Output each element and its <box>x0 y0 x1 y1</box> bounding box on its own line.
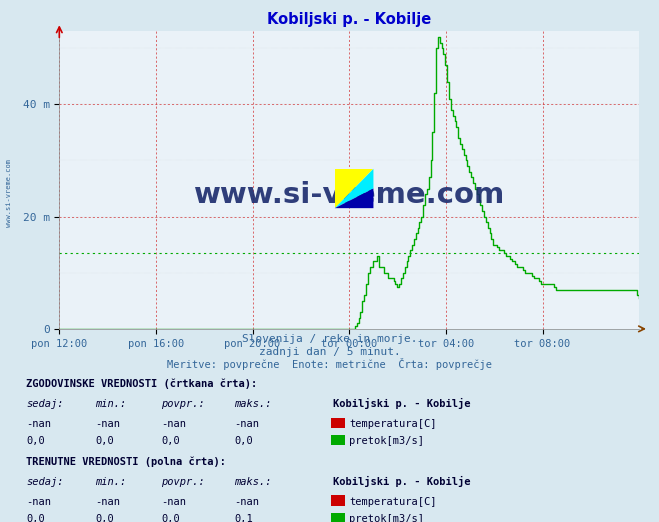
Text: povpr.:: povpr.: <box>161 477 205 487</box>
Text: -nan: -nan <box>234 419 259 429</box>
Polygon shape <box>335 188 374 208</box>
Text: 0,0: 0,0 <box>26 514 45 522</box>
Text: -nan: -nan <box>26 419 51 429</box>
Text: 0,0: 0,0 <box>96 514 114 522</box>
Text: sedaj:: sedaj: <box>26 399 64 409</box>
Text: -nan: -nan <box>161 419 186 429</box>
Text: temperatura[C]: temperatura[C] <box>349 419 437 429</box>
Text: maks.:: maks.: <box>234 399 272 409</box>
Text: -nan: -nan <box>96 497 121 507</box>
Text: -nan: -nan <box>161 497 186 507</box>
Text: 0,0: 0,0 <box>26 436 45 446</box>
Polygon shape <box>335 169 374 208</box>
Text: min.:: min.: <box>96 477 127 487</box>
Text: sedaj:: sedaj: <box>26 477 64 487</box>
Text: povpr.:: povpr.: <box>161 399 205 409</box>
Polygon shape <box>335 169 374 208</box>
Text: temperatura[C]: temperatura[C] <box>349 497 437 507</box>
Text: ZGODOVINSKE VREDNOSTI (črtkana črta):: ZGODOVINSKE VREDNOSTI (črtkana črta): <box>26 379 258 389</box>
Text: min.:: min.: <box>96 399 127 409</box>
Text: Meritve: povprečne  Enote: metrične  Črta: povprečje: Meritve: povprečne Enote: metrične Črta:… <box>167 358 492 370</box>
Text: TRENUTNE VREDNOSTI (polna črta):: TRENUTNE VREDNOSTI (polna črta): <box>26 457 226 467</box>
Text: -nan: -nan <box>26 497 51 507</box>
Text: -nan: -nan <box>96 419 121 429</box>
Title: Kobiljski p. - Kobilje: Kobiljski p. - Kobilje <box>267 13 432 27</box>
Text: Slovenija / reke in morje.: Slovenija / reke in morje. <box>242 334 417 344</box>
Text: 0,0: 0,0 <box>161 436 180 446</box>
Text: pretok[m3/s]: pretok[m3/s] <box>349 514 424 522</box>
Text: www.si-vreme.com: www.si-vreme.com <box>194 181 505 209</box>
Text: Kobiljski p. - Kobilje: Kobiljski p. - Kobilje <box>333 476 471 487</box>
Text: 0,1: 0,1 <box>234 514 252 522</box>
Text: pretok[m3/s]: pretok[m3/s] <box>349 436 424 446</box>
Text: www.si-vreme.com: www.si-vreme.com <box>5 159 12 227</box>
Text: maks.:: maks.: <box>234 477 272 487</box>
Text: zadnji dan / 5 minut.: zadnji dan / 5 minut. <box>258 347 401 357</box>
Text: 0,0: 0,0 <box>96 436 114 446</box>
Text: 0,0: 0,0 <box>161 514 180 522</box>
Text: Kobiljski p. - Kobilje: Kobiljski p. - Kobilje <box>333 398 471 409</box>
Text: -nan: -nan <box>234 497 259 507</box>
Text: 0,0: 0,0 <box>234 436 252 446</box>
